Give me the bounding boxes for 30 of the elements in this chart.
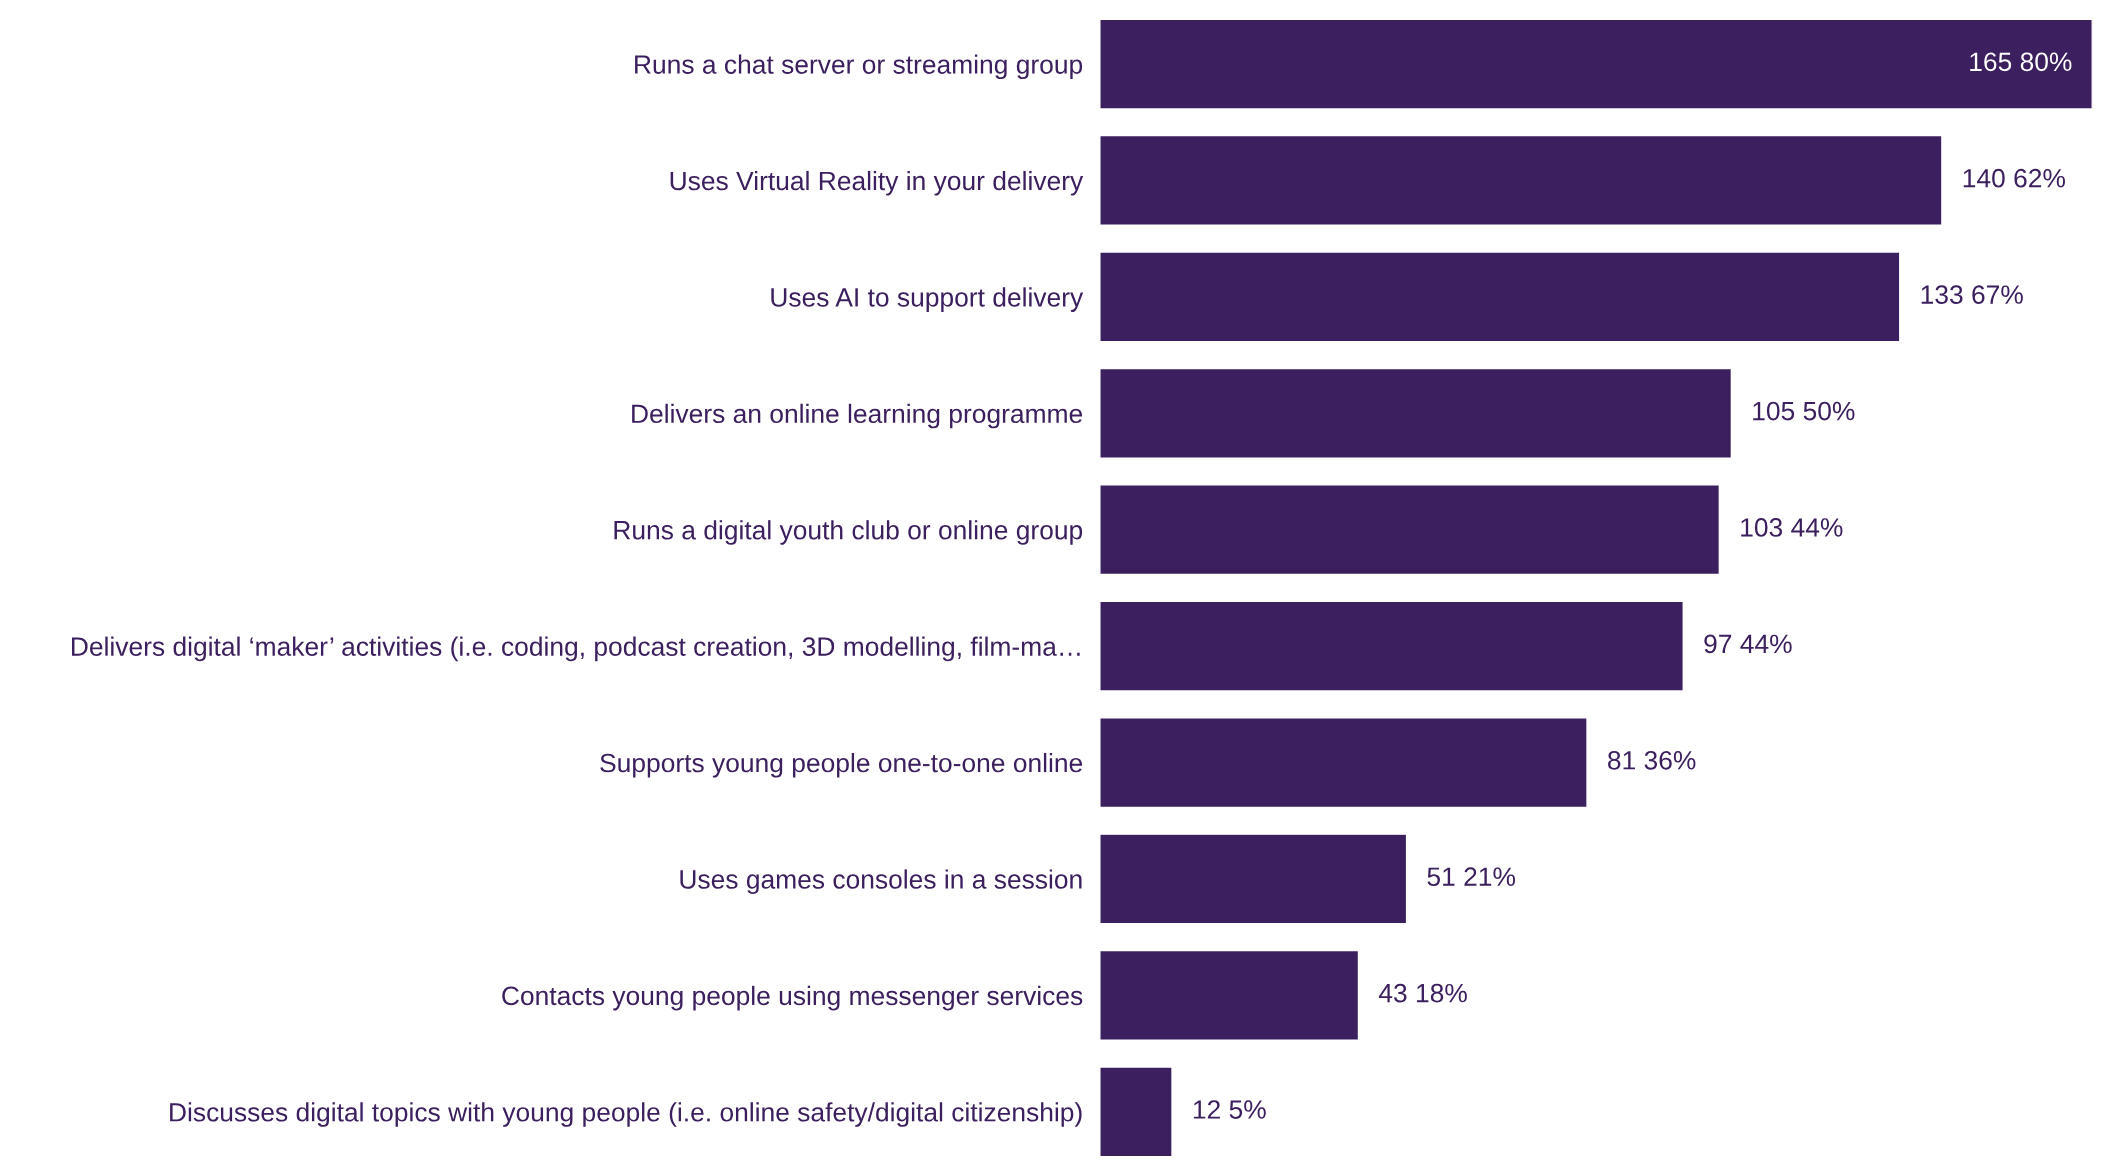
- bar: [1099, 1066, 1173, 1158]
- data-label: 81 36%: [1608, 750, 1696, 770]
- bar: [1099, 833, 1408, 925]
- bar: [1099, 717, 1588, 809]
- data-label: 97 44%: [1704, 634, 1792, 654]
- y-tick-label: Discusses digital topics with young people (i.e. online safety/digital citizenship): [170, 1102, 1082, 1127]
- data-label: 103 44%: [1741, 518, 1843, 537]
- y-tick-label: Runs a chat server or streaming group: [635, 54, 1083, 80]
- data-label: 43 18%: [1378, 983, 1467, 1003]
- data-label: 165 80%: [1970, 52, 2072, 72]
- data-label: 12 5%: [1193, 1100, 1266, 1119]
- y-tick-label: Delivers an online learning programme: [632, 403, 1083, 429]
- bar: [1099, 367, 1733, 459]
- y-tick-label: Contacts young people using messenger services: [502, 985, 1083, 1011]
- bar: [1099, 18, 2093, 110]
- data-label: 51 21%: [1427, 867, 1515, 887]
- y-tick-label: Delivers digital ‘maker’ activities (i.e. coding, podcast creation, 3D modelling, film-ma…: [71, 636, 1080, 662]
- bar: [1099, 600, 1684, 692]
- bar: [1099, 134, 1943, 226]
- y-tick-label: Supports young people one-to-one online: [600, 752, 1083, 778]
- data-label: 140 62%: [1963, 168, 2065, 188]
- y-tick-label: Uses AI to support delivery: [771, 287, 1084, 312]
- y-tick-label: Uses Virtual Reality in your delivery: [670, 170, 1084, 196]
- bar: [1099, 484, 1721, 576]
- data-label: 105 50%: [1753, 401, 1855, 421]
- y-tick-label: Uses games consoles in a session: [680, 869, 1082, 894]
- y-tick-label: Runs a digital youth club or online group: [614, 520, 1083, 545]
- bar: [1099, 251, 1901, 343]
- data-label: 133 67%: [1921, 285, 2023, 304]
- bar: [1099, 949, 1360, 1041]
